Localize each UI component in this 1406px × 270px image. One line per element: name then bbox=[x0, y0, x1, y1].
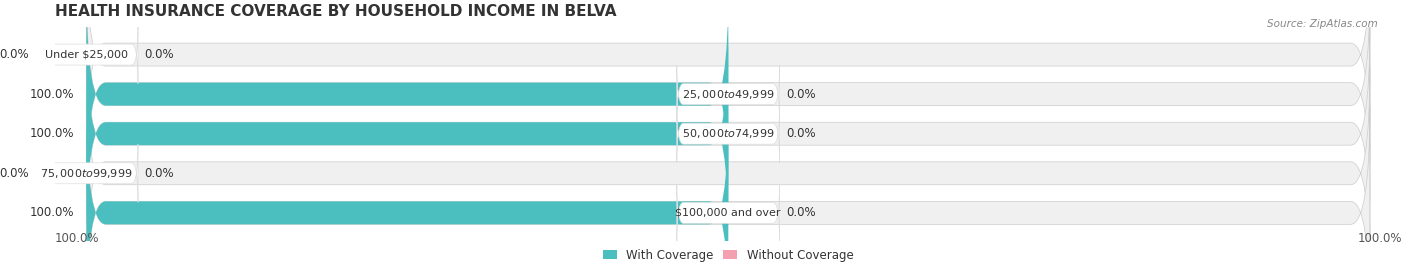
FancyBboxPatch shape bbox=[87, 0, 1369, 162]
Text: HEALTH INSURANCE COVERAGE BY HOUSEHOLD INCOME IN BELVA: HEALTH INSURANCE COVERAGE BY HOUSEHOLD I… bbox=[55, 4, 616, 19]
Text: Source: ZipAtlas.com: Source: ZipAtlas.com bbox=[1267, 19, 1378, 29]
FancyBboxPatch shape bbox=[87, 106, 1369, 270]
FancyBboxPatch shape bbox=[676, 184, 779, 242]
FancyBboxPatch shape bbox=[676, 104, 779, 163]
FancyBboxPatch shape bbox=[676, 65, 779, 123]
Legend: With Coverage, Without Coverage: With Coverage, Without Coverage bbox=[598, 244, 858, 267]
FancyBboxPatch shape bbox=[87, 26, 1369, 241]
Text: $75,000 to $99,999: $75,000 to $99,999 bbox=[41, 167, 134, 180]
Text: 0.0%: 0.0% bbox=[145, 167, 174, 180]
FancyBboxPatch shape bbox=[35, 144, 138, 202]
Text: 0.0%: 0.0% bbox=[786, 127, 815, 140]
Text: 0.0%: 0.0% bbox=[786, 206, 815, 219]
Text: 0.0%: 0.0% bbox=[145, 48, 174, 61]
FancyBboxPatch shape bbox=[87, 26, 728, 241]
Text: $50,000 to $74,999: $50,000 to $74,999 bbox=[682, 127, 775, 140]
Text: 100.0%: 100.0% bbox=[30, 88, 73, 101]
Text: 0.0%: 0.0% bbox=[786, 88, 815, 101]
FancyBboxPatch shape bbox=[87, 0, 1369, 201]
FancyBboxPatch shape bbox=[87, 106, 728, 270]
Text: 100.0%: 100.0% bbox=[1357, 232, 1402, 245]
Text: Under $25,000: Under $25,000 bbox=[45, 50, 128, 60]
Text: 100.0%: 100.0% bbox=[30, 127, 73, 140]
Text: 0.0%: 0.0% bbox=[0, 48, 30, 61]
Text: 100.0%: 100.0% bbox=[55, 232, 98, 245]
FancyBboxPatch shape bbox=[87, 0, 728, 201]
FancyBboxPatch shape bbox=[87, 66, 1369, 270]
Text: $25,000 to $49,999: $25,000 to $49,999 bbox=[682, 88, 775, 101]
Text: 100.0%: 100.0% bbox=[30, 206, 73, 219]
Text: 0.0%: 0.0% bbox=[0, 167, 30, 180]
FancyBboxPatch shape bbox=[35, 25, 138, 84]
Text: $100,000 and over: $100,000 and over bbox=[675, 208, 780, 218]
